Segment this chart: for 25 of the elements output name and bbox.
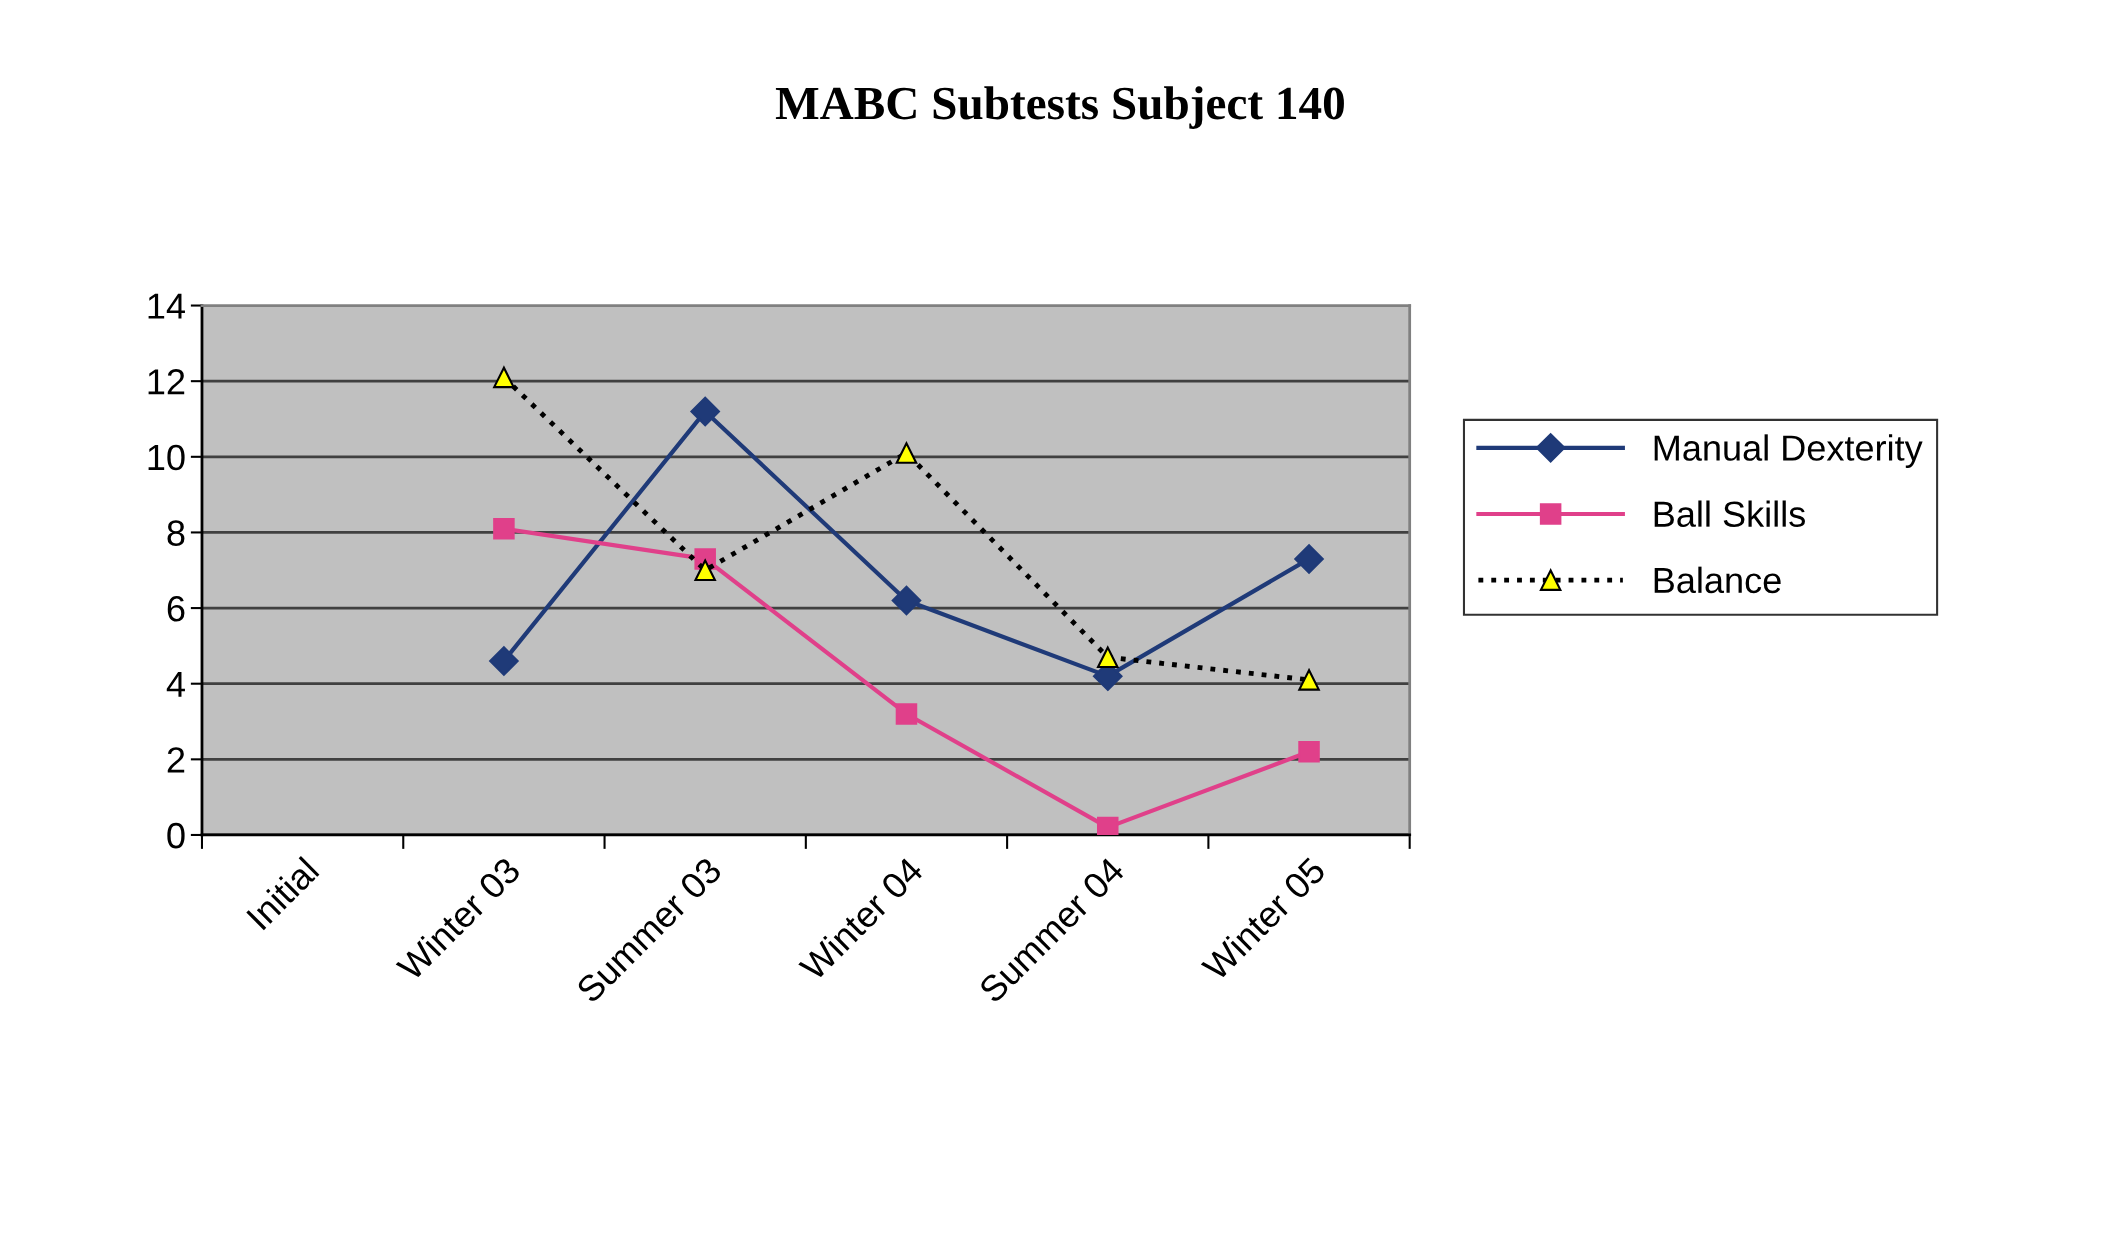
y-tick-label: 10 <box>148 444 185 471</box>
point <box>493 366 515 389</box>
point <box>1096 646 1119 668</box>
legend-label: Manual Dexterity <box>1654 434 1923 468</box>
point <box>895 703 918 725</box>
point <box>489 646 519 676</box>
y-tick-label: 12 <box>148 369 185 395</box>
legend-label: Balance <box>1654 566 1781 594</box>
point <box>1298 741 1320 763</box>
y-tick-label: 14 <box>148 293 185 319</box>
point <box>891 585 922 616</box>
point <box>895 442 918 464</box>
y-tick-label: 8 <box>167 520 185 546</box>
point <box>1298 669 1320 691</box>
legend-label: Ball Skills <box>1654 500 1805 528</box>
point <box>493 517 515 540</box>
point <box>1096 816 1119 835</box>
point <box>694 559 716 582</box>
y-tick-label: 6 <box>167 595 185 622</box>
y-tick-label: 0 <box>167 822 185 849</box>
chart-title: MABC Subtests Subject 140 <box>775 86 1344 130</box>
point <box>690 396 720 427</box>
point <box>1294 544 1324 574</box>
y-tick-label: 4 <box>166 671 185 697</box>
y-tick-label: 2 <box>167 747 185 773</box>
